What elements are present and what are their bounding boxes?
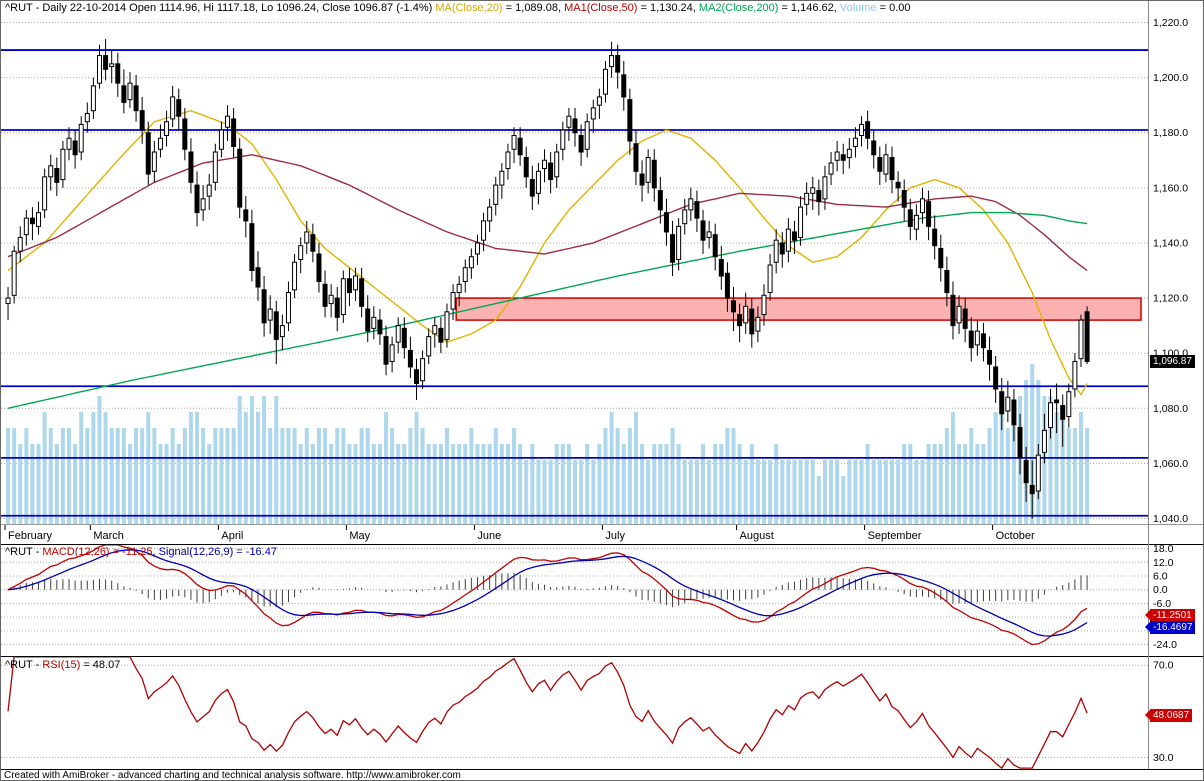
price-axis-label: 1,080.0 bbox=[1153, 403, 1188, 415]
macd-axis-label: -6.0 bbox=[1153, 598, 1171, 610]
signal-value-tag: -16.4697 bbox=[1145, 621, 1196, 634]
month-label: March bbox=[93, 530, 124, 542]
month-label: October bbox=[996, 530, 1035, 542]
price-axis-label: 1,060.0 bbox=[1153, 458, 1188, 470]
price-axis-label: 1,120.0 bbox=[1153, 293, 1188, 305]
month-label: February bbox=[8, 530, 53, 542]
macd-axis-label: 18.0 bbox=[1153, 543, 1174, 555]
price-axis-label: 1,180.0 bbox=[1153, 127, 1188, 139]
rsi-axis-label: 70.0 bbox=[1153, 660, 1174, 672]
price-axis-label: 1,160.0 bbox=[1153, 182, 1188, 194]
month-label: August bbox=[740, 530, 774, 542]
price-axis-label: 1,200.0 bbox=[1153, 72, 1188, 84]
rsi-value-tag: 48.0687 bbox=[1145, 709, 1193, 722]
macd-axis-label: 0.0 bbox=[1153, 584, 1168, 596]
month-axis: February March April May June July August Septe… bbox=[1, 524, 1148, 544]
ma200-line bbox=[7, 211, 1088, 409]
month-label: May bbox=[349, 530, 370, 542]
candlesticks bbox=[5, 39, 1090, 519]
month-label: September bbox=[868, 530, 922, 542]
footer-credit: Created with AmiBroker - advanced charti… bbox=[4, 770, 461, 781]
macd-axis-label: 12.0 bbox=[1153, 557, 1174, 569]
price-axis-label: 1,140.0 bbox=[1153, 237, 1188, 249]
macd-axis-label: -24.0 bbox=[1153, 639, 1177, 651]
month-label: April bbox=[221, 530, 243, 542]
price-axis-label: 1,220.0 bbox=[1153, 17, 1188, 29]
macd-line bbox=[7, 544, 1088, 646]
last-price-tag: 1,096.87 bbox=[1150, 355, 1195, 368]
resistance-zone bbox=[455, 297, 1142, 321]
macd-histogram bbox=[13, 572, 1088, 608]
ma20-line bbox=[7, 109, 1088, 396]
price-axis-label: 1,040.0 bbox=[1153, 513, 1188, 525]
macd-axis-label: 6.0 bbox=[1153, 571, 1168, 583]
macd-signal-line bbox=[7, 549, 1088, 637]
month-label: June bbox=[477, 530, 501, 542]
rsi-gridlines: 70.0 30.0 bbox=[1, 660, 1174, 764]
ma50-line bbox=[7, 154, 1088, 272]
support-resistance-lines bbox=[1, 49, 1148, 517]
month-label: July bbox=[605, 530, 625, 542]
macd-value-tag: -11.2501 bbox=[1145, 609, 1195, 622]
rsi-line bbox=[7, 656, 1088, 770]
volume-bars bbox=[6, 364, 1090, 524]
rsi-axis-label: 30.0 bbox=[1153, 752, 1174, 764]
